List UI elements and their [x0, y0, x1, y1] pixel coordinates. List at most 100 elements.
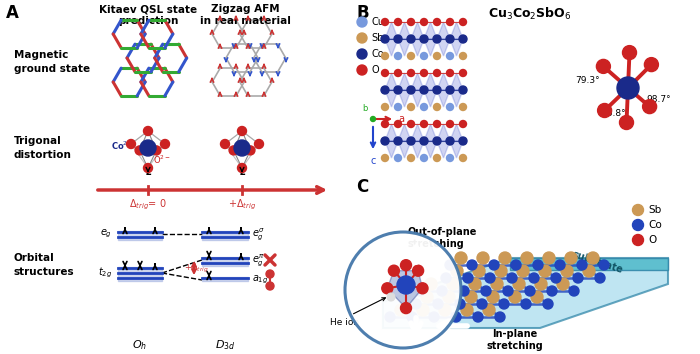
Text: z: z [145, 167, 150, 177]
Polygon shape [385, 90, 398, 107]
Circle shape [459, 154, 466, 161]
Circle shape [446, 35, 454, 43]
Circle shape [407, 52, 414, 59]
Circle shape [234, 140, 250, 156]
Circle shape [421, 120, 428, 127]
Circle shape [643, 99, 657, 114]
Circle shape [551, 273, 561, 283]
Polygon shape [387, 271, 423, 308]
Polygon shape [437, 90, 450, 107]
Circle shape [381, 35, 389, 43]
Polygon shape [424, 141, 437, 158]
Circle shape [565, 252, 577, 264]
Circle shape [407, 103, 414, 110]
Circle shape [421, 154, 428, 161]
Circle shape [429, 312, 439, 322]
Text: Co: Co [648, 220, 662, 230]
Polygon shape [450, 141, 463, 158]
Circle shape [394, 86, 402, 94]
Circle shape [455, 252, 467, 264]
Circle shape [489, 260, 499, 270]
Circle shape [266, 270, 274, 278]
Circle shape [395, 18, 402, 25]
Text: Orbital
structures: Orbital structures [14, 253, 75, 276]
Circle shape [622, 46, 636, 59]
Circle shape [220, 139, 230, 148]
Circle shape [433, 137, 441, 145]
Circle shape [382, 103, 388, 110]
Text: 98.7°: 98.7° [646, 96, 671, 104]
Circle shape [529, 273, 539, 283]
Circle shape [357, 17, 367, 27]
Polygon shape [398, 124, 411, 141]
Text: Kitaev QSL state
prediction: Kitaev QSL state prediction [99, 4, 197, 27]
Circle shape [357, 33, 367, 43]
Polygon shape [450, 39, 463, 56]
Circle shape [412, 265, 423, 276]
Polygon shape [398, 39, 411, 56]
Circle shape [417, 283, 428, 294]
Circle shape [246, 146, 255, 155]
Circle shape [645, 58, 659, 72]
Circle shape [446, 137, 454, 145]
Polygon shape [398, 73, 411, 90]
Text: Sb: Sb [371, 33, 384, 43]
Circle shape [443, 291, 455, 303]
Polygon shape [398, 141, 411, 158]
Circle shape [447, 120, 454, 127]
Circle shape [407, 18, 414, 25]
Circle shape [459, 103, 466, 110]
Text: Zigzag AFM
in real material: Zigzag AFM in real material [199, 4, 290, 27]
Circle shape [535, 278, 547, 290]
Circle shape [433, 35, 441, 43]
Text: O: O [648, 235, 657, 245]
Circle shape [417, 304, 429, 316]
Circle shape [433, 120, 440, 127]
Polygon shape [411, 73, 424, 90]
Text: $\Delta_{trig}$= 0: $\Delta_{trig}$= 0 [130, 198, 167, 212]
Polygon shape [424, 90, 437, 107]
Circle shape [461, 304, 473, 316]
Polygon shape [411, 39, 424, 56]
Circle shape [445, 260, 455, 270]
Polygon shape [510, 258, 668, 270]
Circle shape [357, 49, 367, 59]
Circle shape [577, 260, 587, 270]
Circle shape [583, 265, 595, 277]
Text: O$^{2-}$: O$^{2-}$ [153, 154, 171, 166]
Circle shape [485, 273, 495, 283]
Polygon shape [411, 90, 424, 107]
Circle shape [394, 137, 402, 145]
Circle shape [381, 137, 389, 145]
Circle shape [382, 52, 388, 59]
Circle shape [407, 120, 414, 127]
Circle shape [459, 86, 467, 94]
Polygon shape [385, 141, 398, 158]
Text: $e_g^\pi$: $e_g^\pi$ [252, 252, 265, 268]
Circle shape [598, 103, 612, 118]
Circle shape [439, 304, 451, 316]
Circle shape [266, 282, 274, 290]
Circle shape [491, 278, 503, 290]
Text: $O_h$: $O_h$ [132, 338, 148, 352]
Text: $t_{2g}$: $t_{2g}$ [98, 266, 112, 280]
Circle shape [513, 278, 525, 290]
Circle shape [455, 299, 465, 309]
Circle shape [507, 273, 517, 283]
Circle shape [447, 154, 454, 161]
Polygon shape [385, 124, 398, 141]
Circle shape [421, 103, 428, 110]
Circle shape [395, 69, 402, 76]
Circle shape [382, 69, 388, 76]
Circle shape [531, 291, 543, 303]
Circle shape [487, 291, 499, 303]
Circle shape [555, 260, 565, 270]
Circle shape [395, 304, 407, 316]
Circle shape [569, 286, 579, 296]
Circle shape [495, 312, 505, 322]
Polygon shape [385, 22, 398, 39]
Circle shape [425, 278, 437, 290]
Polygon shape [398, 22, 411, 39]
Circle shape [433, 69, 440, 76]
Circle shape [411, 299, 421, 309]
